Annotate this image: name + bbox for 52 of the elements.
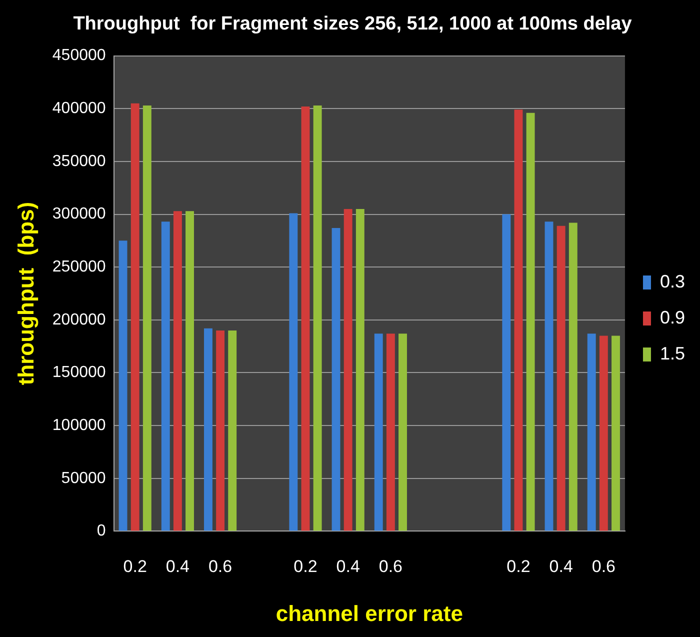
bar xyxy=(556,226,566,531)
bar xyxy=(612,336,620,531)
x-tick-label: 0.6 xyxy=(208,557,232,576)
y-tick-label: 50000 xyxy=(61,470,106,487)
y-tick-label: 0 xyxy=(96,522,106,540)
x-tick-label: 0.6 xyxy=(592,557,616,576)
x-tick-label: 0.2 xyxy=(123,557,147,576)
x-tick-label: 0.4 xyxy=(166,557,190,576)
bar xyxy=(398,334,407,531)
y-tick-label: 450000 xyxy=(52,47,106,64)
bar xyxy=(161,222,170,531)
bar xyxy=(142,105,152,531)
legend-label: 1.5 xyxy=(660,343,686,364)
bar xyxy=(216,330,225,531)
bar xyxy=(186,211,194,531)
y-tick-label: 150000 xyxy=(52,364,106,382)
x-tick-label: 0.4 xyxy=(549,557,573,576)
y-tick-label: 300000 xyxy=(52,206,106,223)
x-tick-label: 0.2 xyxy=(506,557,530,576)
bar xyxy=(514,110,523,531)
bar xyxy=(332,228,340,531)
bar xyxy=(587,334,596,531)
x-tick-label: 0.4 xyxy=(336,557,360,576)
bar xyxy=(118,240,128,531)
y-axis-title: throughput (bps) xyxy=(13,202,38,386)
x-axis-title: channel error rate xyxy=(276,600,463,626)
bar xyxy=(374,334,383,531)
chart-title: Throughput for Fragment sizes 256, 512, 1000 at 100ms delay xyxy=(73,14,632,35)
bar xyxy=(130,103,140,531)
y-tick-label: 200000 xyxy=(52,311,106,328)
bar xyxy=(228,330,237,531)
legend-label: 0.3 xyxy=(660,271,686,292)
bar xyxy=(386,334,395,531)
bar xyxy=(173,211,182,531)
y-tick-label: 400000 xyxy=(52,100,106,118)
bar xyxy=(544,222,554,531)
bar xyxy=(289,213,298,531)
bar xyxy=(526,112,535,531)
bar xyxy=(568,222,578,531)
bar xyxy=(204,328,212,531)
y-tick-label: 250000 xyxy=(52,258,106,276)
bar xyxy=(344,208,352,531)
legend-label: 0.9 xyxy=(660,307,686,328)
x-tick-label: 0.2 xyxy=(294,557,318,576)
bar xyxy=(599,336,608,531)
x-tick-label: 0.6 xyxy=(378,557,403,576)
bar xyxy=(502,214,511,531)
y-tick-label: 100000 xyxy=(52,416,106,434)
bar xyxy=(301,106,310,531)
bar xyxy=(356,208,364,531)
y-tick-label: 350000 xyxy=(52,152,106,170)
bar xyxy=(313,105,322,531)
